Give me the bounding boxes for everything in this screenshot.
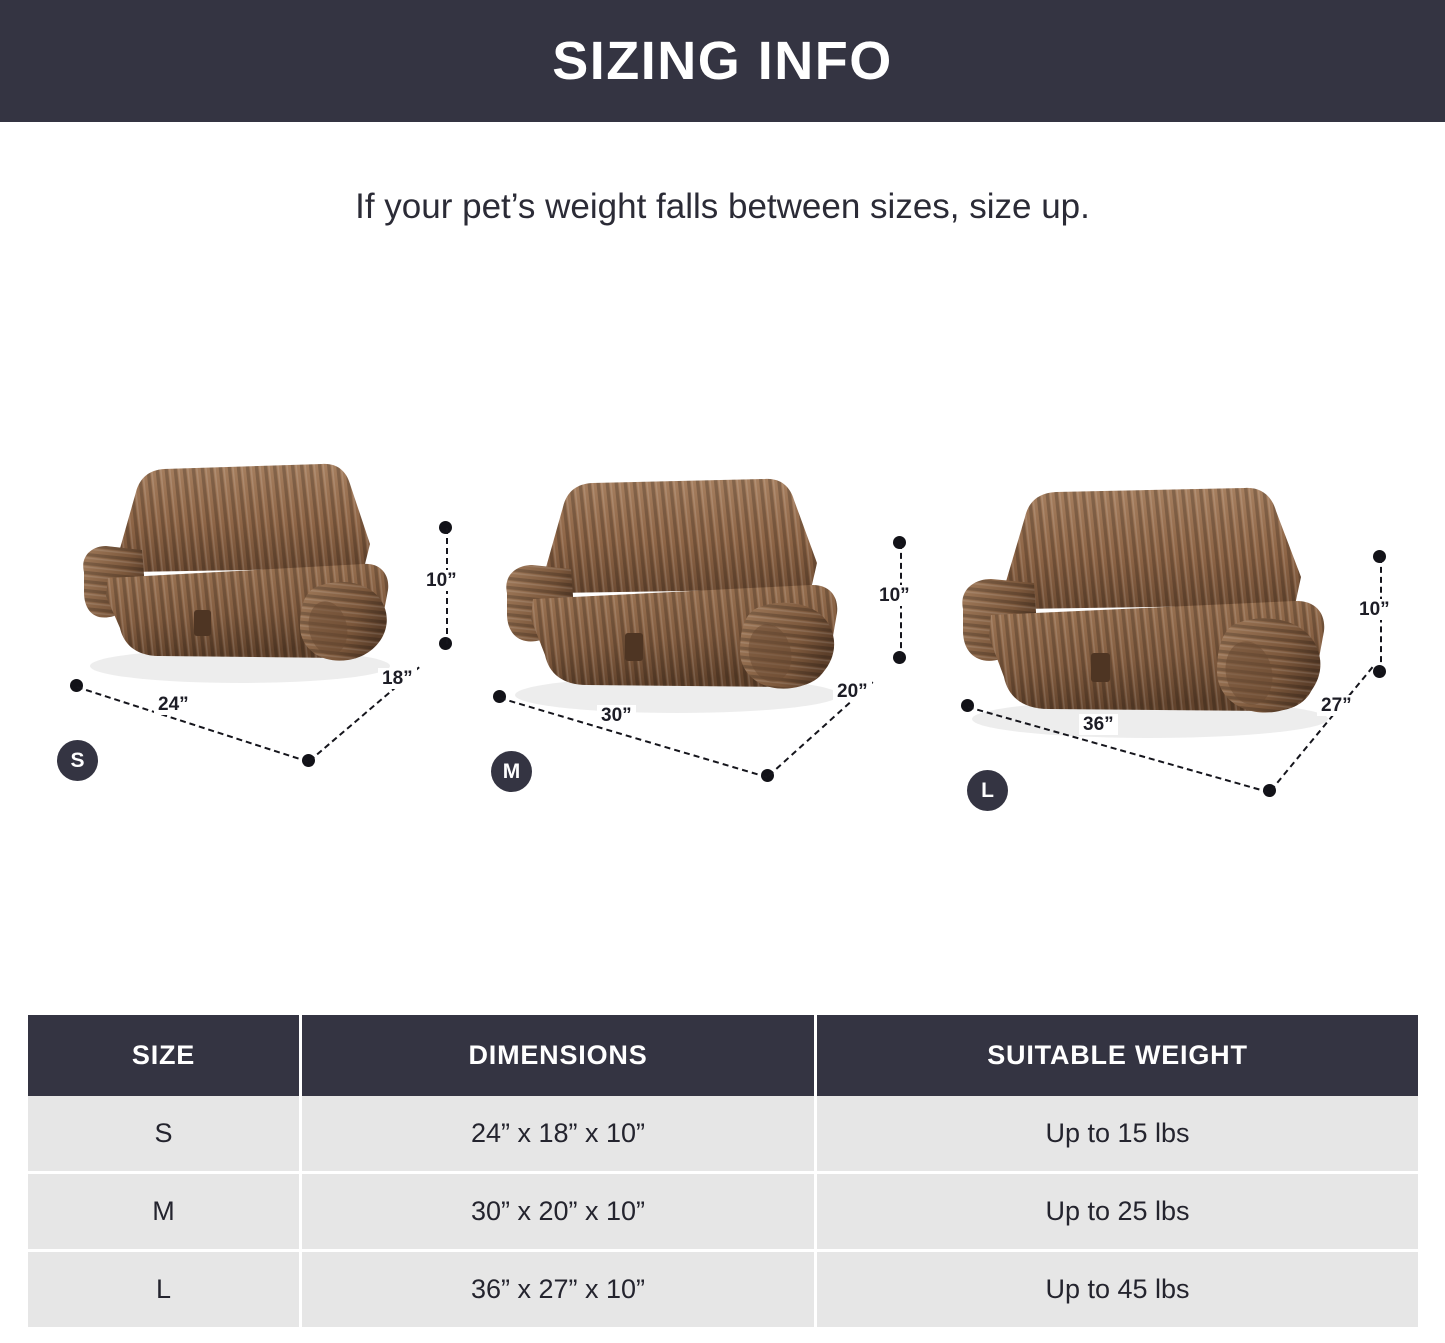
dim-label-height-small: 10”: [422, 570, 461, 591]
dim-dot-width-start-large: [961, 699, 974, 712]
bed-illustrations: 24” 18” 10” S: [0, 420, 1445, 980]
dim-label-width-large: 36”: [1079, 714, 1118, 735]
dim-dot-height-top-medium: [893, 536, 906, 549]
bed-group-large: 36” 27” 10” L: [945, 460, 1405, 815]
size-badge-small: S: [57, 740, 98, 781]
cell-dimensions: 24” x 18” x 10”: [302, 1096, 817, 1174]
dim-dot-width-start-small: [70, 679, 83, 692]
dim-label-height-large: 10”: [1355, 599, 1394, 620]
pet-bed-image-large: [945, 485, 1355, 745]
size-badge-large: L: [967, 770, 1008, 811]
table-header-dimensions: DIMENSIONS: [302, 1015, 817, 1096]
dim-dot-depth-end-small: [439, 637, 452, 650]
brand-tag: [625, 633, 643, 661]
bed-group-medium: 30” 20” 10” M: [485, 455, 925, 800]
table-header-weight: SUITABLE WEIGHT: [817, 1015, 1418, 1096]
bed-svg-large: [962, 487, 1328, 738]
dim-dot-width-start-medium: [493, 690, 506, 703]
bed-group-small: 24” 18” 10” S: [57, 450, 480, 790]
pet-bed-image-small: [64, 460, 414, 690]
table-row: L 36” x 27” x 10” Up to 45 lbs: [28, 1252, 1418, 1330]
dim-dot-width-end-large: [1263, 784, 1276, 797]
pet-bed-image-medium: [487, 475, 867, 720]
size-chart-table: SIZE DIMENSIONS SUITABLE WEIGHT S 24” x …: [28, 1015, 1418, 1330]
dim-label-width-medium: 30”: [597, 705, 636, 726]
cell-dimensions: 36” x 27” x 10”: [302, 1252, 817, 1330]
dim-label-width-small: 24”: [154, 694, 193, 715]
bed-svg-small: [83, 463, 390, 683]
dim-label-depth-medium: 20”: [833, 681, 872, 702]
brand-tag: [194, 610, 211, 636]
dim-label-depth-small: 18”: [378, 668, 417, 689]
header-bar: SIZING INFO: [0, 0, 1445, 122]
table-row: S 24” x 18” x 10” Up to 15 lbs: [28, 1096, 1418, 1174]
size-badge-medium: M: [491, 751, 532, 792]
table-header-size: SIZE: [28, 1015, 302, 1096]
bed-svg-medium: [506, 478, 839, 713]
cell-size: L: [28, 1252, 302, 1330]
cell-weight: Up to 15 lbs: [817, 1096, 1418, 1174]
dim-dot-depth-end-large: [1373, 665, 1386, 678]
size-badge-label-large: L: [981, 779, 994, 802]
dim-dot-height-top-small: [439, 521, 452, 534]
subtitle-text: If your pet’s weight falls between sizes…: [355, 187, 1090, 226]
page-title: SIZING INFO: [552, 31, 893, 91]
table-header-row: SIZE DIMENSIONS SUITABLE WEIGHT: [28, 1015, 1418, 1096]
size-badge-label-medium: M: [502, 760, 521, 783]
dim-label-depth-large: 27”: [1317, 695, 1356, 716]
dim-label-height-medium: 10”: [875, 585, 914, 606]
size-badge-label-small: S: [70, 749, 85, 772]
dim-dot-width-end-small: [302, 754, 315, 767]
cell-weight: Up to 25 lbs: [817, 1174, 1418, 1252]
brand-tag: [1091, 653, 1110, 682]
cell-dimensions: 30” x 20” x 10”: [302, 1174, 817, 1252]
dim-dot-depth-end-medium: [893, 651, 906, 664]
dim-dot-height-top-large: [1373, 550, 1386, 563]
cell-weight: Up to 45 lbs: [817, 1252, 1418, 1330]
cell-size: M: [28, 1174, 302, 1252]
cell-size: S: [28, 1096, 302, 1174]
dim-dot-width-end-medium: [761, 769, 774, 782]
table-row: M 30” x 20” x 10” Up to 25 lbs: [28, 1174, 1418, 1252]
